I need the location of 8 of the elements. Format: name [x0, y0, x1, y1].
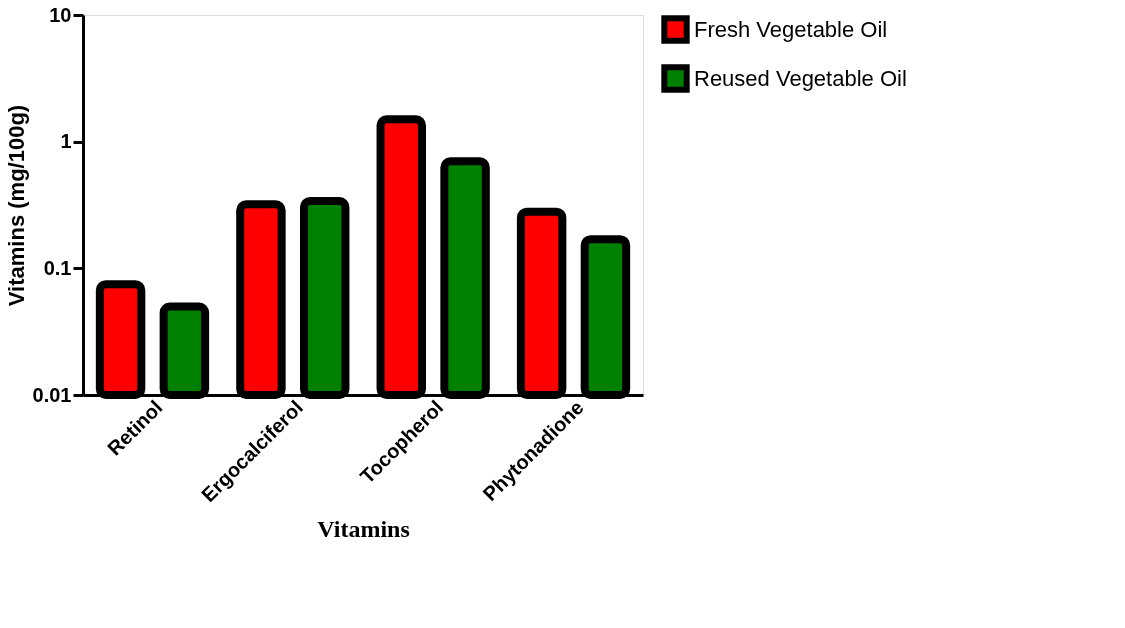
y-tick-label: 10	[49, 3, 72, 26]
legend-label: Fresh Vegetable Oil	[694, 16, 888, 42]
y-tick-label: 1	[60, 130, 72, 153]
y-axis-title: Vitamins (mg/100g)	[3, 104, 29, 307]
x-axis-title: Vitamins	[317, 515, 410, 542]
legend-label: Reused Vegetable Oil	[694, 65, 907, 91]
y-tick-label: 0.1	[43, 256, 72, 279]
y-tick-label: 0.01	[32, 383, 72, 406]
